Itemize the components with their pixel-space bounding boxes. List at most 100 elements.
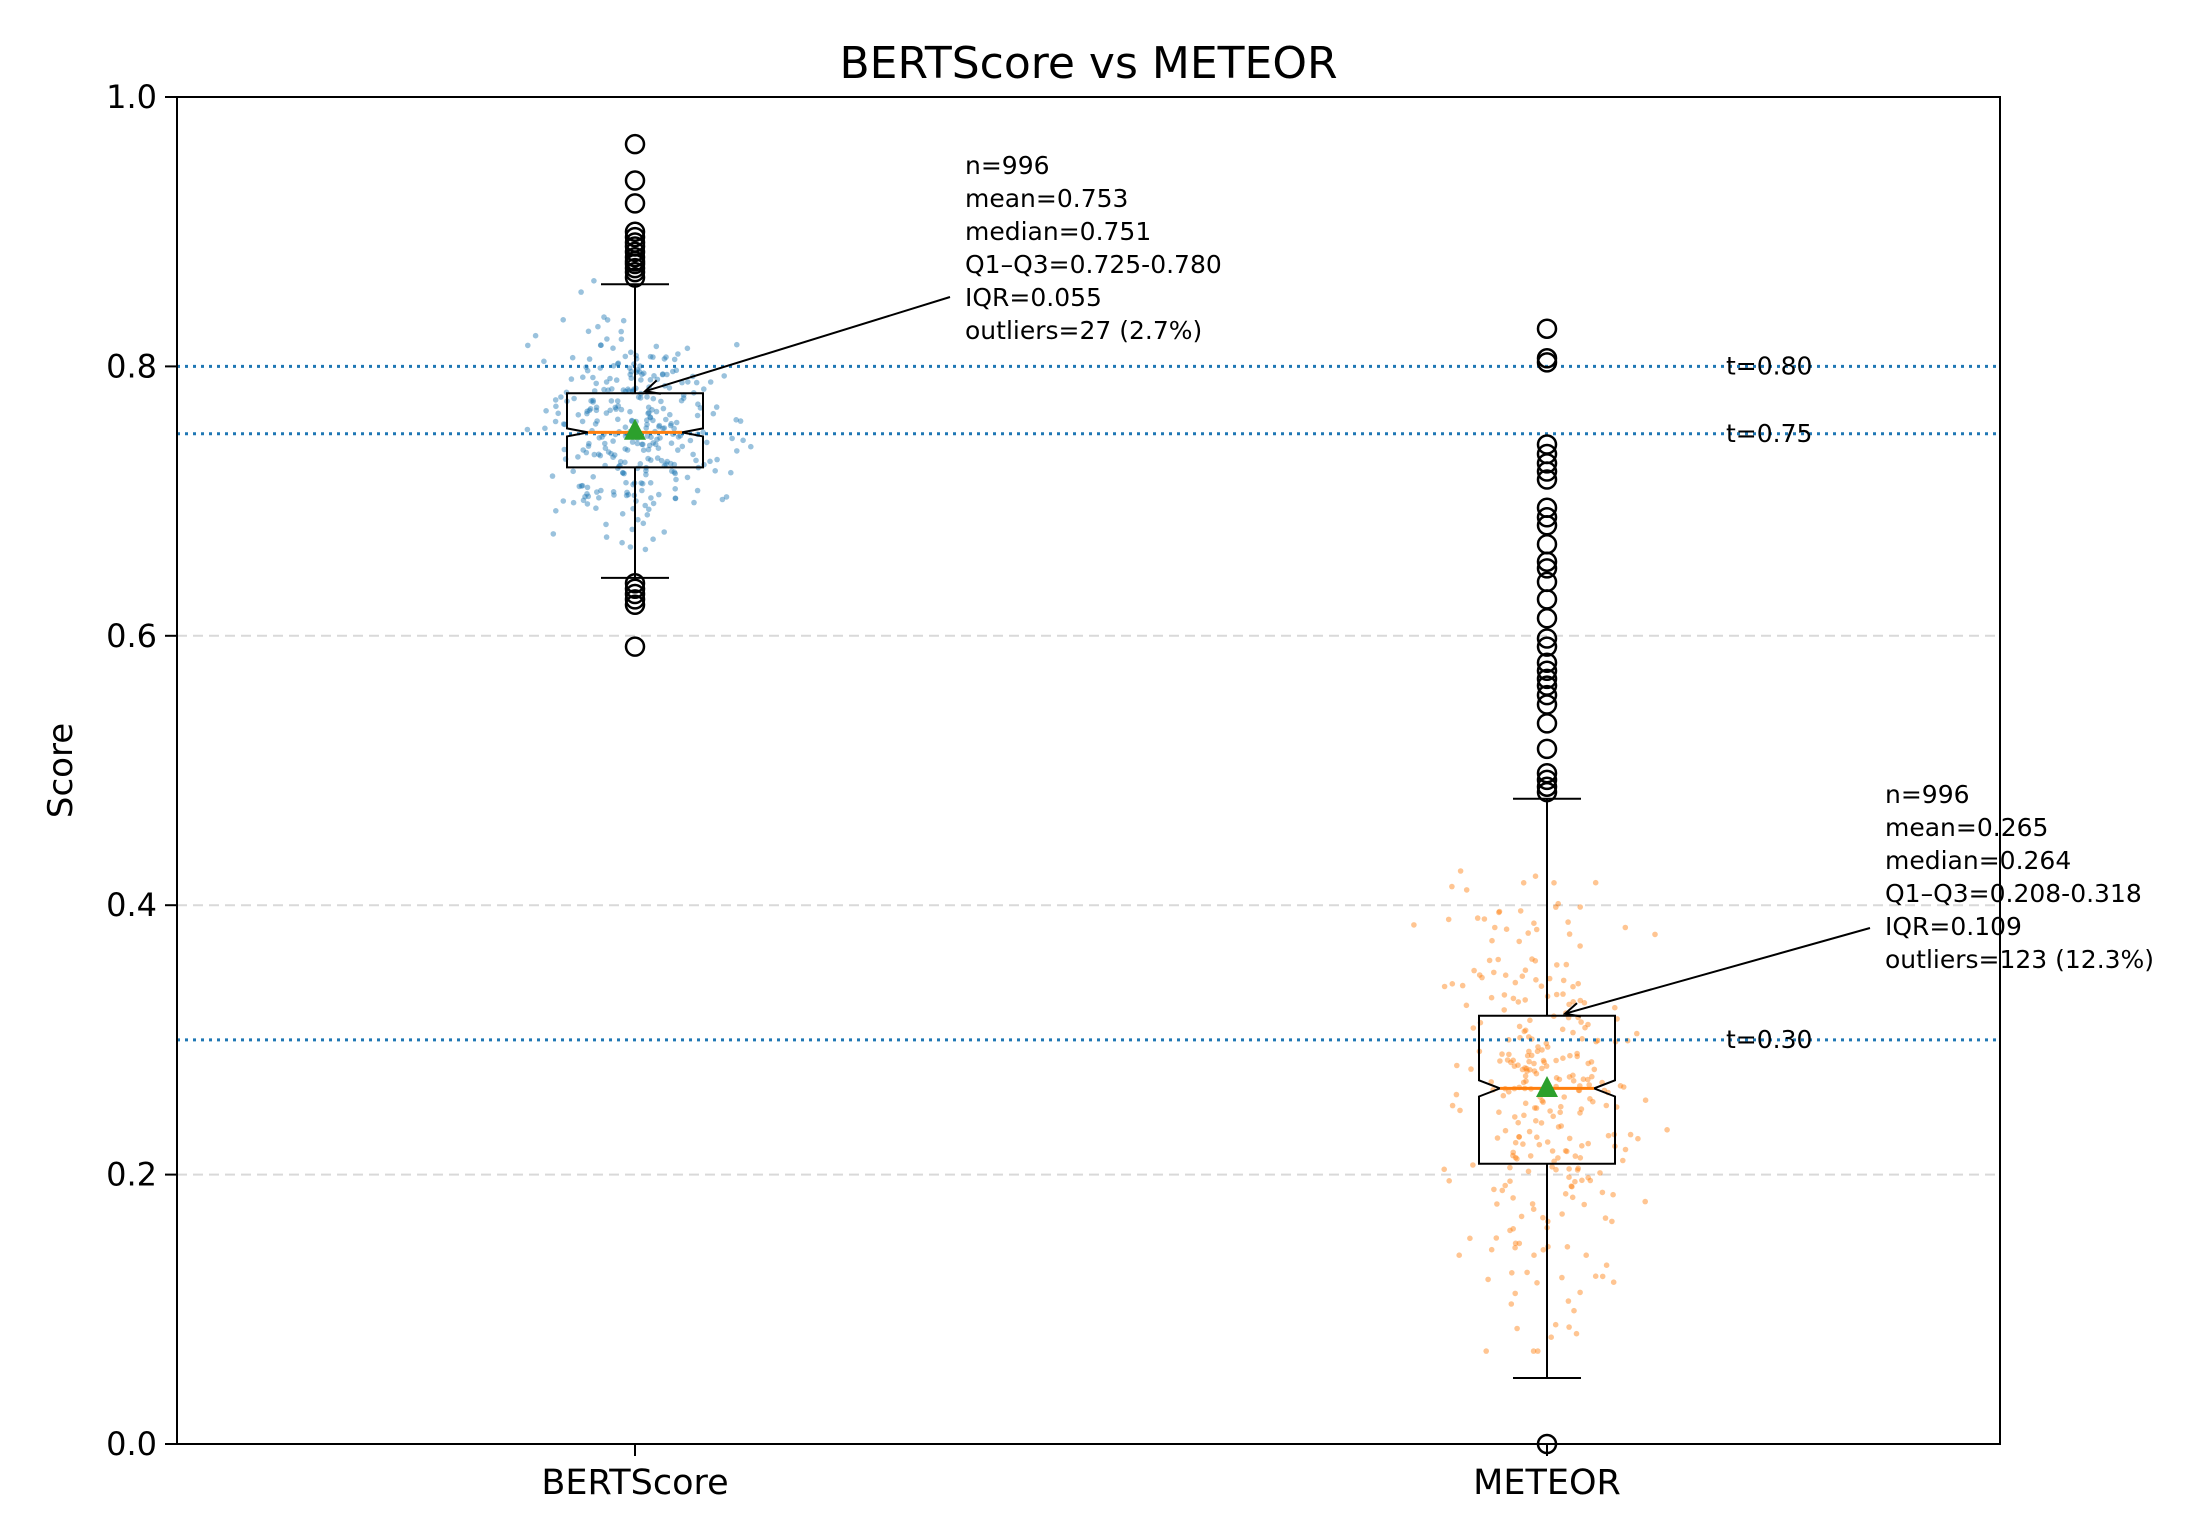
- jitter-point: [1569, 1183, 1575, 1190]
- jitter-point: [1603, 1102, 1610, 1109]
- jitter-point: [1565, 919, 1571, 925]
- jitter-point: [618, 406, 625, 413]
- jitter-point: [586, 407, 593, 414]
- jitter-point: [1514, 1325, 1520, 1332]
- jitter-point: [652, 441, 659, 448]
- jitter-point: [1574, 1167, 1581, 1173]
- jitter-point: [525, 342, 531, 349]
- mean-marker: [1536, 1076, 1558, 1098]
- jitter-point: [1441, 1166, 1447, 1173]
- jitter-point: [627, 544, 634, 550]
- jitter-point: [1454, 1062, 1460, 1069]
- jitter-point: [637, 395, 644, 401]
- jitter-point: [594, 418, 600, 424]
- annotation-line: outliers=27 (2.7%): [965, 316, 1202, 345]
- jitter-point: [1562, 1148, 1569, 1154]
- jitter-point: [588, 398, 594, 404]
- chart-title: BERTScore vs METEOR: [839, 38, 1337, 89]
- jitter-point: [740, 437, 746, 444]
- outlier-marker: [624, 636, 646, 657]
- box-body: [1478, 1014, 1616, 1165]
- jitter-point: [1526, 1048, 1532, 1055]
- jitter-point: [663, 354, 669, 360]
- jitter-point: [1538, 983, 1545, 989]
- jitter-point: [1599, 1189, 1606, 1196]
- jitter-point: [639, 487, 645, 494]
- jitter-point: [734, 341, 740, 348]
- jitter-point: [684, 474, 691, 481]
- jitter-point: [1512, 1240, 1519, 1247]
- jitter-point: [1552, 1321, 1559, 1328]
- jitter-point: [587, 406, 594, 412]
- jitter-point: [1533, 1118, 1539, 1124]
- jitter-point: [653, 343, 660, 350]
- axes-layer: 0.0 0.2 0.4 0.6 0.8 1.0 BERTScore METEOR: [106, 78, 1621, 1503]
- jitter-point: [685, 379, 691, 385]
- jitter-point: [667, 411, 673, 418]
- jitter-point: [1523, 1078, 1529, 1084]
- jitter-point: [1512, 979, 1519, 986]
- outlier-marker: [624, 241, 646, 263]
- jitter-point: [592, 421, 599, 427]
- jitter-point: [1546, 975, 1553, 982]
- jitter-point: [1457, 868, 1464, 874]
- annotation-arrow: [644, 296, 951, 393]
- jitter-point: [1560, 977, 1567, 984]
- jitter-point: [1459, 982, 1466, 989]
- jitter-point: [579, 418, 586, 425]
- jitter-point: [719, 496, 726, 503]
- jitter-point: [1499, 1051, 1505, 1057]
- jitter-point: [612, 404, 619, 411]
- jitter-point: [1602, 1215, 1609, 1221]
- jitter-point: [585, 493, 592, 500]
- annotation-arrowhead: [642, 379, 661, 395]
- jitter-point: [627, 371, 633, 378]
- grid-layer: [177, 634, 2000, 1176]
- jitter-point: [620, 469, 626, 476]
- jitter-point: [1504, 1057, 1511, 1063]
- jitter-point: [1610, 1279, 1617, 1285]
- jitter-point: [1516, 1240, 1523, 1247]
- jitter-point: [1522, 1100, 1529, 1107]
- jitter-point: [1560, 991, 1566, 997]
- jitter-point: [1591, 1066, 1598, 1073]
- jitter-point: [700, 429, 706, 436]
- jitter-point: [1510, 1152, 1516, 1159]
- jitter-point: [713, 404, 720, 410]
- jitter-point: [1534, 1134, 1540, 1140]
- jitter-point: [618, 336, 625, 343]
- jitter-point: [580, 497, 587, 504]
- outlier-marker: [624, 267, 646, 288]
- jitter-point: [584, 501, 591, 507]
- jitter-point: [1506, 1051, 1512, 1058]
- jitter-point: [1512, 1290, 1518, 1297]
- jitter-point: [1494, 1201, 1500, 1207]
- jitter-point: [645, 410, 651, 417]
- outlier-marker: [1536, 461, 1558, 482]
- jitter-point: [1512, 1244, 1518, 1251]
- jitter-point: [663, 461, 669, 467]
- jitter-point: [593, 404, 600, 411]
- jitter-point: [1582, 1024, 1588, 1031]
- jitter-point: [1524, 1068, 1530, 1074]
- jitter-point: [1516, 1023, 1523, 1030]
- jitter-point: [1525, 930, 1531, 936]
- jitter-point: [629, 526, 635, 533]
- jitter-point: [584, 491, 590, 497]
- jitter-point: [650, 417, 656, 424]
- outlier-marker: [1536, 713, 1558, 734]
- jitter-point: [1540, 1057, 1547, 1064]
- jitter-point: [1617, 1083, 1624, 1089]
- jitter-point: [1587, 1096, 1593, 1102]
- jitter-point: [647, 377, 654, 383]
- jitter-point: [693, 379, 700, 386]
- jitter-point: [1514, 1156, 1520, 1162]
- jitter-point: [604, 336, 610, 342]
- jitter-point: [1543, 1063, 1550, 1069]
- jitter-point: [1488, 1079, 1494, 1085]
- jitter-point: [585, 443, 592, 449]
- jitter-point: [1517, 908, 1524, 914]
- threshold-label: t=0.30: [1726, 1025, 1812, 1054]
- jitter-point: [1535, 1044, 1541, 1050]
- jitter-point: [1579, 1036, 1585, 1042]
